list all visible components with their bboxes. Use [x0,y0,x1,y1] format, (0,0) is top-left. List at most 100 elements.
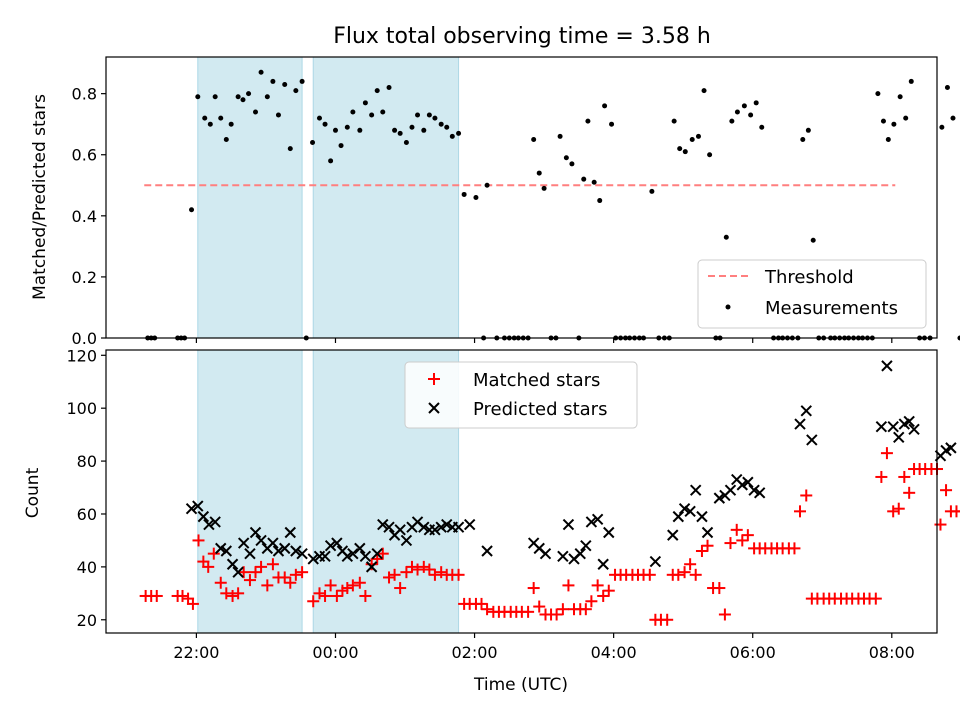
measurement-point [563,155,569,161]
matched-point [359,589,372,602]
measurement-point [202,115,208,121]
predicted-point [319,550,331,563]
predicted-point [580,540,592,552]
predicted-point [377,518,389,531]
measurement-point [880,118,886,124]
measurement-point [282,81,288,87]
measurement-point [734,109,740,115]
matched-point [150,589,163,602]
matched-point [533,600,546,613]
matched-point [330,589,343,602]
measurement-point [536,170,542,176]
matched-point [550,608,563,621]
measurement-point [357,127,363,133]
measurement-point [350,109,356,115]
predicted-point [684,505,696,518]
predicted-point [383,521,395,533]
measurement-point [380,109,386,115]
predicted-point [290,545,302,557]
measurement-point [322,121,328,127]
legend-matched-swatch [428,373,440,385]
predicted-point [441,518,453,531]
measurement-point [218,115,224,121]
measurement-point [299,78,305,84]
measurement-point [338,143,344,149]
matched-point [202,560,215,573]
matched-point [527,582,540,595]
matched-point [562,579,575,592]
predicted-point [347,547,359,560]
matched-point [695,545,708,558]
y-tick-label: 100 [66,399,97,418]
matched-point [232,587,245,600]
measurement-point [908,78,914,84]
measurement-point [729,118,735,124]
y-tick-label: 0.8 [72,85,97,104]
predicted-point [272,545,285,557]
y-tick-label: 120 [66,346,97,365]
measurement-point [369,112,375,118]
measurement-point [805,127,811,133]
predicted-point [945,442,957,454]
matched-point [724,537,737,550]
y-tick-label: 80 [77,452,97,471]
matched-point [898,470,911,483]
shaded-interval [197,56,303,339]
measurement-point [753,100,759,106]
measurement-point [397,130,403,136]
matched-point [261,579,274,592]
predicted-point [908,423,920,436]
predicted-point [800,405,812,417]
predicted-point [713,492,726,504]
predicted-point [672,510,685,523]
predicted-point [585,516,598,528]
matched-point [556,603,569,616]
predicted-point [284,526,296,539]
measurement-point [759,124,765,130]
matched-point [296,566,309,579]
matched-point [346,579,359,592]
predicted-point [724,484,737,496]
y-tick-label: 0.4 [72,207,97,226]
predicted-point [255,534,267,547]
matched-point [266,558,279,571]
predicted-point [678,502,691,515]
predicted-point [696,510,708,523]
predicted-point [452,521,465,533]
legend-threshold-label: Threshold [764,267,854,288]
matched-point [207,547,220,560]
predicted-point [875,420,888,433]
measurement-point [449,133,455,139]
x-tick-label: 06:00 [730,643,776,662]
predicted-point [562,518,575,531]
measurement-point [707,152,713,158]
measurement-point [741,103,747,109]
predicted-point [887,420,899,433]
measurement-point [585,118,591,124]
measurement-point [432,115,438,121]
measurement-point [591,179,597,185]
predicted-point [400,534,413,547]
predicted-point [603,526,615,539]
measurement-point [531,136,537,142]
measurement-point [944,85,950,91]
matched-point [903,486,916,499]
predicted-point [249,526,262,539]
predicted-point [806,434,818,446]
matched-point [186,597,199,610]
measurement-point [701,88,707,94]
predicted-point [893,431,905,443]
shaded-interval [312,56,460,339]
predicted-point [237,537,250,549]
top-y-axis-label: Matched/Predicted stars [30,94,50,300]
matched-point [788,542,801,555]
measurement-point [332,127,338,133]
matched-point [597,589,610,602]
predicted-point [371,547,383,560]
measurement-point [362,100,368,106]
measurement-point [287,146,293,152]
predicted-point [197,510,210,523]
x-axis-label: Time (UTC) [473,675,568,695]
matched-point [435,566,448,579]
